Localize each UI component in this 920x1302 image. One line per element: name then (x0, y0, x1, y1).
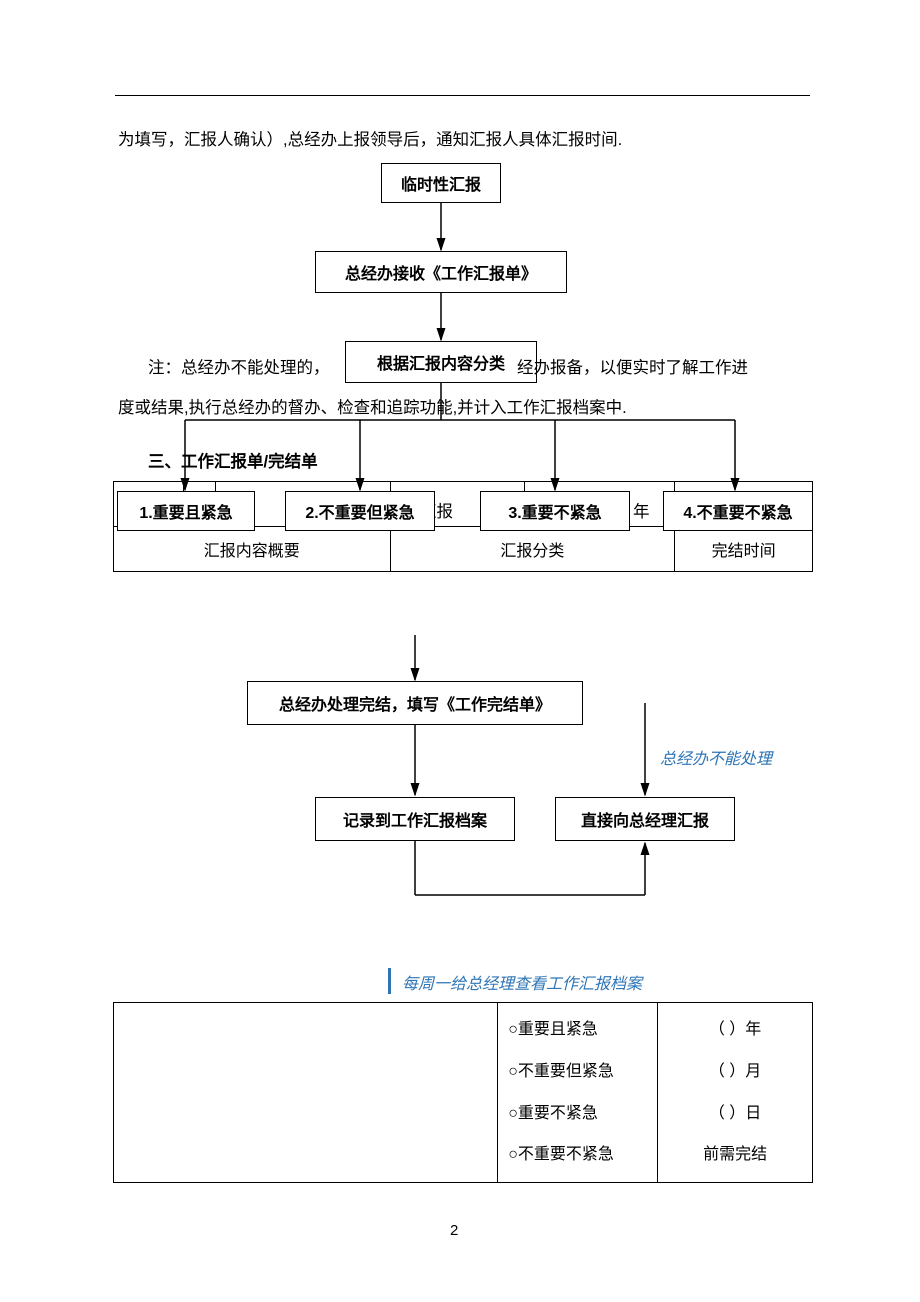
branch-3: 3.重要不紧急 (480, 491, 630, 531)
intro-text: 为填写，汇报人确认）,总经办上报领导后，通知汇报人具体汇报时间. (118, 128, 622, 153)
opt-4: ○不重要不紧急 (508, 1134, 647, 1176)
table1-row2: 汇报内容概要 汇报分类 完结时间 (114, 527, 813, 572)
t2-options: ○重要且紧急 ○不重要但紧急 ○重要不紧急 ○不重要不紧急 (498, 1003, 658, 1183)
t2-blank (114, 1003, 498, 1183)
page: 为填写，汇报人确认）,总经办上报领导后，通知汇报人具体汇报时间. (0, 0, 920, 1302)
annot-weekly: 每周一给总经理查看工作汇报档案 (402, 970, 642, 994)
t1-deadline-label: 完结时间 (675, 527, 813, 572)
flow-node-receive: 总经办接收《工作汇报单》 (315, 251, 567, 293)
section-title: 三、工作汇报单/完结单 (148, 448, 318, 472)
date-4: 前需完结 (668, 1134, 802, 1176)
flow-node-temp-report: 临时性汇报 (381, 163, 501, 203)
branch-2: 2.不重要但紧急 (285, 491, 435, 531)
table-classification: ○重要且紧急 ○不重要但紧急 ○重要不紧急 ○不重要不紧急 （ ）年 （ ）月 … (113, 1002, 813, 1183)
branch-4: 4.不重要不紧急 (663, 491, 813, 531)
t1-summary-label: 汇报内容概要 (114, 527, 391, 572)
opt-2: ○不重要但紧急 (508, 1051, 647, 1093)
date-1: （ ）年 (668, 1009, 802, 1051)
branch-1: 1.重要且紧急 (117, 491, 255, 531)
flow-node-direct-report: 直接向总经理汇报 (555, 797, 735, 841)
page-number: 2 (450, 1222, 458, 1239)
note-line1b: 经办报备，以便实时了解工作进 (517, 350, 748, 388)
annot-cannot-handle: 总经办不能处理 (660, 745, 772, 769)
note-line1a: 注：总经办不能处理的， (148, 359, 330, 377)
date-2: （ ）月 (668, 1051, 802, 1093)
flow-node-record: 记录到工作汇报档案 (315, 797, 515, 841)
t2-dates: （ ）年 （ ）月 （ ）日 前需完结 (658, 1003, 813, 1183)
opt-3: ○重要不紧急 (508, 1093, 647, 1135)
date-3: （ ）日 (668, 1093, 802, 1135)
note-line2: 度或结果,执行总经办的督办、检查和追踪功能,并计入工作汇报档案中. (118, 390, 627, 428)
flow-node-classify: 根据汇报内容分类 (345, 341, 537, 383)
annot-bar (388, 968, 391, 994)
flow-node-complete: 总经办处理完结，填写《工作完结单》 (247, 681, 583, 725)
opt-1: ○重要且紧急 (508, 1009, 647, 1051)
note-line1: 注：总经办不能处理的， (148, 350, 330, 388)
header-rule (115, 95, 810, 96)
t1-class-label: 汇报分类 (390, 527, 675, 572)
table2-row: ○重要且紧急 ○不重要但紧急 ○重要不紧急 ○不重要不紧急 （ ）年 （ ）月 … (114, 1003, 813, 1183)
